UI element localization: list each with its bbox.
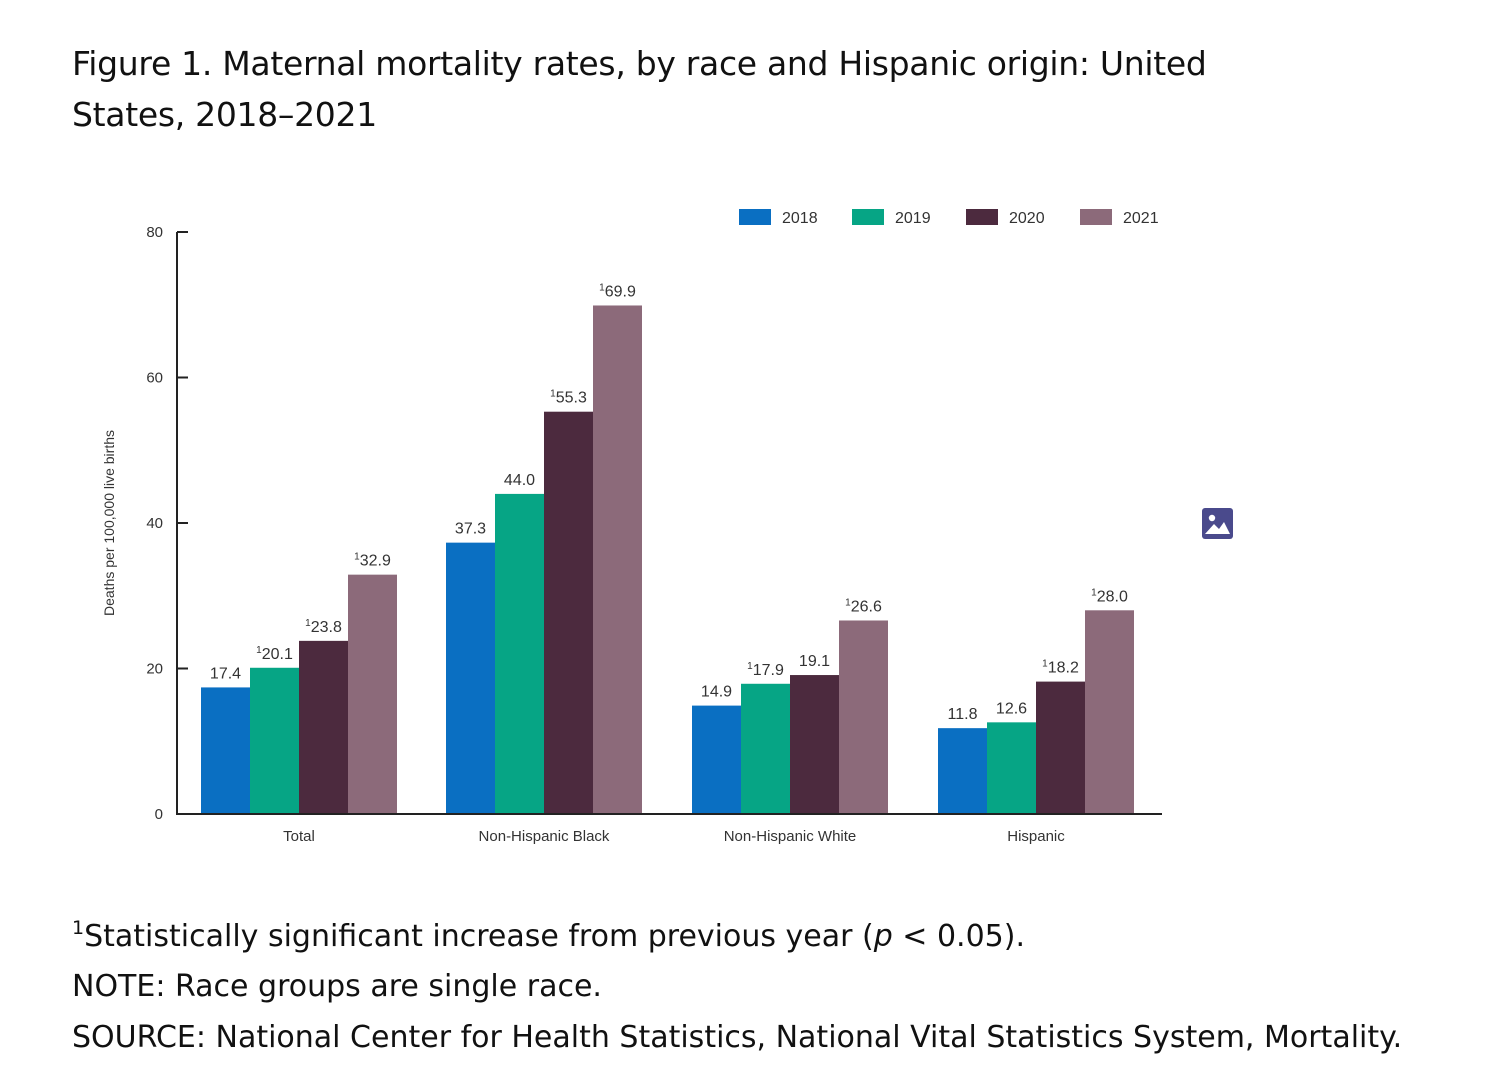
value-label: 120.1 [256,645,293,663]
value-label: 117.9 [747,661,784,679]
value-label: 19.1 [799,653,830,670]
bar-2021-non-hispanic-black [593,305,642,814]
legend-label-2020: 2020 [1009,210,1045,227]
y-axis-ticks: 0 20 40 60 80 [146,224,188,823]
legend-label-2018: 2018 [782,210,818,227]
x-tick-label: Total [283,828,315,845]
value-labels: 17.437.314.911.8120.144.0117.912.6123.81… [210,282,1128,723]
bar-2021-non-hispanic-white [839,620,888,814]
footnote: 1Statistically significant increase from… [72,917,1025,957]
legend-swatch-2021 [1080,209,1112,225]
x-tick-label: Hispanic [1007,828,1065,845]
figure-title: Figure 1. Maternal mortality rates, by r… [72,44,1207,134]
bar-chart: 2018 2019 2020 2021 Deaths per 100,000 live… [101,209,1162,845]
y-tick-label: 80 [146,224,163,241]
significance-marker: 1 [599,282,605,293]
legend-label-2019: 2019 [895,210,931,227]
y-axis-label: Deaths per 100,000 live births [101,430,117,616]
footnote-italic: p [873,919,893,954]
image-icon[interactable] [1202,508,1233,539]
bar-2019-non-hispanic-white [741,683,790,814]
significance-marker: 1 [256,645,262,656]
value-label: 17.4 [210,665,241,682]
note-text: NOTE: Race groups are single race. [72,969,602,1004]
value-label: 126.6 [845,597,882,615]
bar-2018-non-hispanic-white [692,705,741,814]
footnote-text-before: Statistically significant increase from … [84,919,874,954]
legend-swatch-2018 [739,209,771,225]
bar-2019-hispanic [987,722,1036,814]
significance-marker: 1 [1091,587,1097,598]
bar-2019-total [250,667,299,814]
bar-2018-non-hispanic-black [446,542,495,814]
significance-marker: 1 [1042,659,1048,670]
y-tick-label: 0 [155,806,163,823]
significance-marker: 1 [354,552,360,563]
chart-legend: 2018 2019 2020 2021 [739,209,1159,227]
bar-2020-hispanic [1036,681,1085,814]
x-tick-label: Non-Hispanic White [724,828,857,845]
y-tick-label: 60 [146,370,163,387]
y-tick-label: 20 [146,661,163,678]
bar-2020-non-hispanic-white [790,675,839,814]
value-label: 128.0 [1091,587,1128,605]
value-label: 123.8 [305,618,342,636]
footnote-marker: 1 [72,917,85,939]
x-axis-ticks: Total Non-Hispanic Black Non-Hispanic Whit… [283,828,1065,845]
bar-2021-total [348,574,397,814]
value-label: 14.9 [701,684,732,701]
legend-swatch-2019 [852,209,884,225]
value-label: 132.9 [354,552,391,570]
significance-marker: 1 [747,661,753,672]
value-label: 12.6 [996,700,1027,717]
bar-2018-hispanic [938,728,987,814]
bar-2018-total [201,687,250,814]
legend-label-2021: 2021 [1123,210,1159,227]
significance-marker: 1 [550,389,556,400]
bar-2020-total [299,640,348,814]
value-label: 155.3 [550,389,587,407]
value-label: 37.3 [455,521,486,538]
bars [201,305,1134,814]
source-text: SOURCE: National Center for Health Stati… [72,1020,1403,1055]
value-label: 44.0 [504,472,535,489]
bar-2021-hispanic [1085,610,1134,814]
x-tick-label: Non-Hispanic Black [479,828,610,845]
significance-marker: 1 [845,597,851,608]
value-label: 118.2 [1042,659,1079,677]
bar-2020-non-hispanic-black [544,411,593,814]
legend-swatch-2020 [966,209,998,225]
y-tick-label: 40 [146,515,163,532]
value-label: 11.8 [948,706,978,723]
value-label: 169.9 [599,282,636,300]
bar-2019-non-hispanic-black [495,493,544,814]
footnote-text-after: < 0.05). [892,919,1025,954]
significance-marker: 1 [305,618,311,629]
